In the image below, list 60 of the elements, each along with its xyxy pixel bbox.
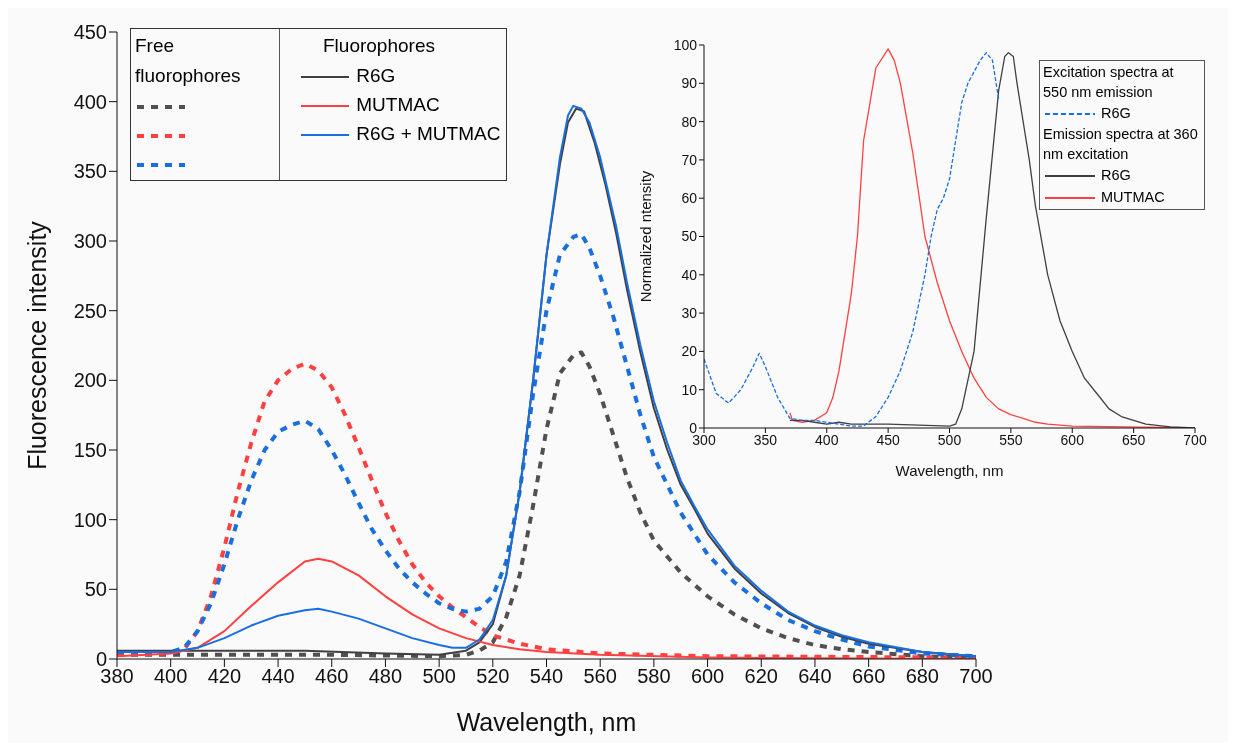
x-tick-label: 400 bbox=[815, 431, 839, 448]
y-tick-label: 300 bbox=[73, 230, 107, 253]
y-tick-label: 100 bbox=[73, 508, 107, 531]
legend-label: MUTMAC bbox=[1100, 188, 1166, 207]
y-tick-label: 90 bbox=[681, 75, 698, 92]
x-tick-label: 680 bbox=[905, 665, 939, 688]
legend-label: R6G + MUTMAC bbox=[355, 122, 501, 146]
x-tick-label: 500 bbox=[937, 431, 962, 448]
x-tick-label: 480 bbox=[368, 665, 403, 688]
x-tick-label: 640 bbox=[798, 665, 832, 688]
x-tick-label: 600 bbox=[690, 665, 725, 688]
legend-label: MUTMAC bbox=[355, 93, 441, 117]
y-tick-label: 60 bbox=[681, 190, 698, 207]
x-axis-title: Wavelength, nm bbox=[895, 462, 1004, 479]
x-tick-label: 440 bbox=[261, 665, 295, 688]
y-tick-label: 80 bbox=[681, 113, 698, 130]
y-tick-label: 10 bbox=[681, 381, 698, 398]
x-tick-label: 550 bbox=[999, 431, 1023, 448]
y-axis-title: Normalized ntensity bbox=[637, 170, 655, 303]
line-series bbox=[704, 52, 1000, 427]
y-tick-label: 200 bbox=[73, 369, 107, 392]
x-tick-label: 700 bbox=[959, 665, 993, 688]
y-tick-label: 40 bbox=[681, 266, 698, 283]
y-tick-label: 100 bbox=[673, 36, 698, 53]
y-tick-label: 70 bbox=[681, 151, 698, 168]
y-tick-label: 50 bbox=[681, 228, 698, 245]
legend-label: R6G bbox=[1100, 166, 1132, 185]
y-tick-label: 150 bbox=[73, 439, 107, 462]
y-tick-label: 400 bbox=[73, 90, 107, 113]
x-tick-label: 350 bbox=[753, 431, 778, 448]
x-tick-label: 620 bbox=[744, 665, 778, 688]
x-axis-title: Wavelength, nm bbox=[456, 708, 637, 736]
y-tick-label: 20 bbox=[681, 343, 698, 360]
y-tick-label: 450 bbox=[73, 21, 107, 44]
x-tick-label: 520 bbox=[476, 665, 510, 688]
y-tick-label: 350 bbox=[73, 160, 107, 183]
x-tick-label: 560 bbox=[583, 665, 617, 688]
annotation: Excitation spectra at 550 nm emission bbox=[1043, 63, 1175, 102]
legend-label: R6G bbox=[1100, 104, 1132, 123]
x-tick-label: 450 bbox=[876, 431, 901, 448]
x-tick-label: 400 bbox=[154, 665, 188, 688]
x-tick-label: 540 bbox=[529, 665, 564, 688]
y-tick-label: 0 bbox=[689, 419, 698, 436]
y-tick-label: 250 bbox=[73, 299, 107, 322]
x-tick-label: 660 bbox=[851, 665, 886, 688]
x-tick-label: 600 bbox=[1060, 431, 1085, 448]
x-tick-label: 580 bbox=[637, 665, 671, 688]
x-tick-label: 700 bbox=[1183, 431, 1207, 448]
annotation: Free fluorophores bbox=[135, 34, 242, 88]
x-tick-label: 500 bbox=[422, 665, 456, 688]
x-tick-label: 420 bbox=[207, 665, 242, 688]
annotation: Emission spectra at 360 nm excitation bbox=[1043, 125, 1199, 164]
legend-label: R6G bbox=[355, 64, 397, 88]
y-tick-label: 50 bbox=[84, 578, 107, 601]
y-axis-title: Fluorescence intensity bbox=[22, 220, 51, 470]
annotation: Fluorophores bbox=[322, 34, 436, 58]
x-tick-label: 380 bbox=[100, 665, 134, 688]
x-tick-label: 460 bbox=[315, 665, 349, 688]
x-tick-label: 650 bbox=[1121, 431, 1146, 448]
y-tick-label: 30 bbox=[681, 305, 698, 322]
